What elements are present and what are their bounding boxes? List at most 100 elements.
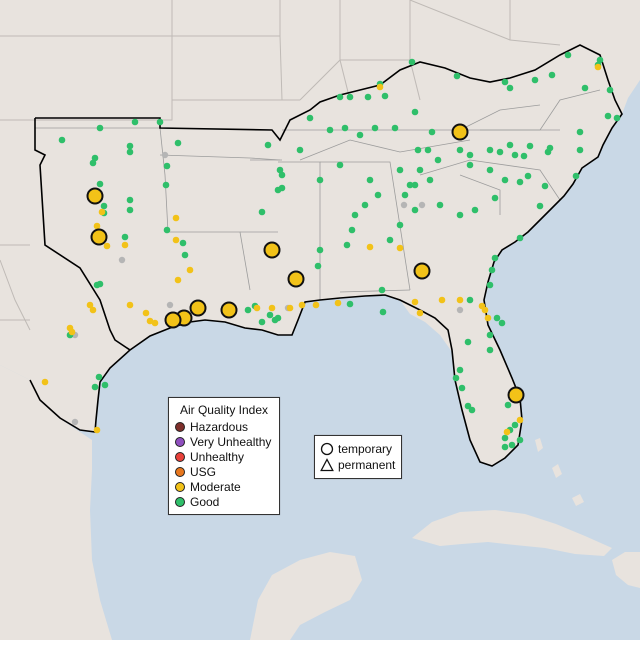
monitor-marker-good[interactable] <box>343 241 351 249</box>
temporary-monitor-marker-moderate[interactable] <box>164 311 182 329</box>
monitor-marker-good[interactable] <box>93 281 101 289</box>
monitor-marker-good[interactable] <box>498 319 506 327</box>
monitor-marker-good[interactable] <box>511 151 519 159</box>
monitor-marker-good[interactable] <box>486 146 494 154</box>
monitor-marker-moderate[interactable] <box>268 304 276 312</box>
monitor-marker-moderate[interactable] <box>481 306 489 314</box>
monitor-marker-good[interactable] <box>163 226 171 234</box>
monitor-marker-moderate[interactable] <box>103 242 111 250</box>
monitor-marker-moderate[interactable] <box>298 301 306 309</box>
monitor-marker-unknown[interactable] <box>456 306 464 314</box>
monitor-marker-good[interactable] <box>531 76 539 84</box>
monitor-marker-moderate[interactable] <box>172 236 180 244</box>
monitor-marker-good[interactable] <box>491 254 499 262</box>
monitor-marker-good[interactable] <box>91 154 99 162</box>
monitor-marker-moderate[interactable] <box>41 378 49 386</box>
monitor-marker-moderate[interactable] <box>98 208 106 216</box>
monitor-marker-good[interactable] <box>468 406 476 414</box>
monitor-marker-good[interactable] <box>456 146 464 154</box>
monitor-marker-good[interactable] <box>501 176 509 184</box>
monitor-marker-good[interactable] <box>121 233 129 241</box>
monitor-marker-good[interactable] <box>131 118 139 126</box>
monitor-marker-good[interactable] <box>508 441 516 449</box>
monitor-marker-good[interactable] <box>100 202 108 210</box>
monitor-marker-good[interactable] <box>101 381 109 389</box>
monitor-marker-good[interactable] <box>416 166 424 174</box>
monitor-marker-good[interactable] <box>471 206 479 214</box>
monitor-marker-good[interactable] <box>501 443 509 451</box>
monitor-marker-good[interactable] <box>496 148 504 156</box>
monitor-marker-moderate[interactable] <box>456 296 464 304</box>
monitor-marker-good[interactable] <box>126 196 134 204</box>
monitor-marker-good[interactable] <box>453 72 461 80</box>
temporary-monitor-marker-moderate[interactable] <box>189 299 207 317</box>
monitor-marker-good[interactable] <box>424 146 432 154</box>
monitor-marker-good[interactable] <box>456 366 464 374</box>
monitor-marker-moderate[interactable] <box>253 304 261 312</box>
monitor-marker-good[interactable] <box>276 166 284 174</box>
monitor-marker-moderate[interactable] <box>416 309 424 317</box>
monitor-marker-good[interactable] <box>341 124 349 132</box>
temporary-monitor-marker-moderate[interactable] <box>507 386 525 404</box>
monitor-marker-good[interactable] <box>258 318 266 326</box>
monitor-marker-good[interactable] <box>179 239 187 247</box>
monitor-marker-good[interactable] <box>434 156 442 164</box>
monitor-marker-good[interactable] <box>464 338 472 346</box>
monitor-marker-good[interactable] <box>381 92 389 100</box>
monitor-marker-good[interactable] <box>576 128 584 136</box>
monitor-marker-good[interactable] <box>541 182 549 190</box>
monitor-marker-good[interactable] <box>504 401 512 409</box>
monitor-marker-good[interactable] <box>314 262 322 270</box>
monitor-marker-moderate[interactable] <box>151 319 159 327</box>
monitor-marker-good[interactable] <box>274 186 282 194</box>
monitor-marker-good[interactable] <box>524 172 532 180</box>
monitor-marker-good[interactable] <box>511 421 519 429</box>
monitor-marker-good[interactable] <box>576 146 584 154</box>
temporary-monitor-marker-moderate[interactable] <box>263 241 281 259</box>
monitor-marker-good[interactable] <box>264 141 272 149</box>
monitor-marker-good[interactable] <box>126 148 134 156</box>
monitor-marker-good[interactable] <box>516 178 524 186</box>
monitor-marker-good[interactable] <box>491 194 499 202</box>
monitor-marker-good[interactable] <box>274 314 282 322</box>
monitor-marker-good[interactable] <box>411 206 419 214</box>
monitor-marker-good[interactable] <box>371 124 379 132</box>
monitor-marker-good[interactable] <box>244 306 252 314</box>
monitor-marker-good[interactable] <box>488 266 496 274</box>
monitor-marker-good[interactable] <box>456 211 464 219</box>
monitor-marker-moderate[interactable] <box>172 214 180 222</box>
monitor-marker-good[interactable] <box>516 234 524 242</box>
monitor-marker-good[interactable] <box>411 108 419 116</box>
monitor-marker-good[interactable] <box>316 176 324 184</box>
monitor-marker-moderate[interactable] <box>286 304 294 312</box>
monitor-marker-good[interactable] <box>89 159 97 167</box>
monitor-marker-moderate[interactable] <box>121 241 129 249</box>
monitor-marker-good[interactable] <box>181 251 189 259</box>
monitor-marker-unknown[interactable] <box>400 201 408 209</box>
monitor-marker-good[interactable] <box>401 191 409 199</box>
monitor-marker-good[interactable] <box>486 346 494 354</box>
monitor-marker-good[interactable] <box>174 139 182 147</box>
monitor-marker-good[interactable] <box>572 172 580 180</box>
monitor-marker-good[interactable] <box>466 161 474 169</box>
monitor-marker-moderate[interactable] <box>484 314 492 322</box>
temporary-monitor-marker-moderate[interactable] <box>287 270 305 288</box>
monitor-marker-moderate[interactable] <box>93 222 101 230</box>
monitor-marker-good[interactable] <box>520 152 528 160</box>
monitor-marker-good[interactable] <box>378 286 386 294</box>
monitor-marker-good[interactable] <box>379 308 387 316</box>
monitor-marker-good[interactable] <box>581 84 589 92</box>
monitor-marker-unknown[interactable] <box>71 418 79 426</box>
monitor-marker-good[interactable] <box>336 161 344 169</box>
monitor-marker-moderate[interactable] <box>126 301 134 309</box>
monitor-marker-good[interactable] <box>391 124 399 132</box>
monitor-marker-good[interactable] <box>96 180 104 188</box>
monitor-marker-good[interactable] <box>564 51 572 59</box>
monitor-marker-good[interactable] <box>606 86 614 94</box>
monitor-marker-good[interactable] <box>414 146 422 154</box>
monitor-marker-moderate[interactable] <box>174 276 182 284</box>
monitor-marker-good[interactable] <box>336 93 344 101</box>
monitor-marker-good[interactable] <box>526 142 534 150</box>
monitor-marker-good[interactable] <box>501 78 509 86</box>
